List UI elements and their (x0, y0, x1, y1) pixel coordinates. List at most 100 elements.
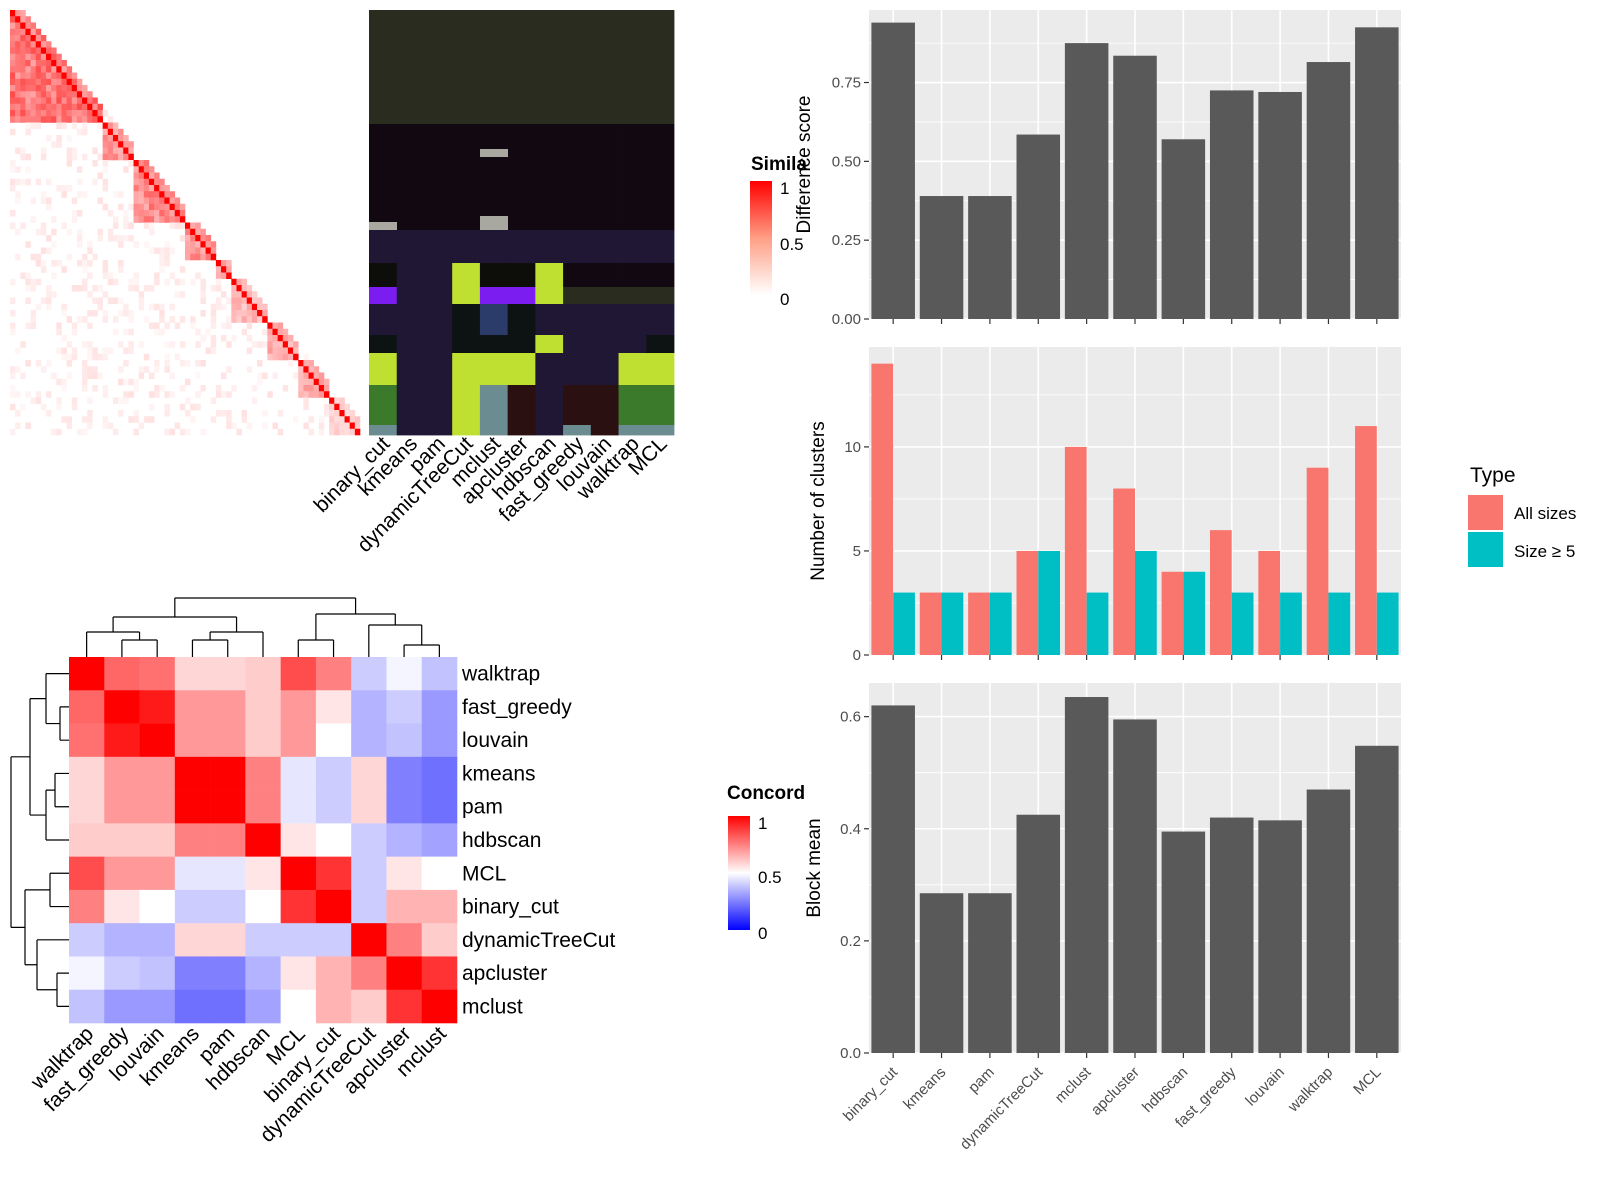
similarity-cell (25, 241, 31, 248)
membership-cell (424, 425, 453, 436)
similarity-cell (20, 85, 26, 92)
similarity-cell (97, 372, 103, 380)
membership-cell (618, 263, 647, 288)
bar (1016, 550, 1039, 655)
similarity-cell (138, 191, 145, 198)
bar (1231, 592, 1254, 655)
similarity-cell (133, 166, 139, 173)
similarity-cell (56, 53, 62, 61)
similarity-cell (51, 272, 57, 280)
similarity-cell (210, 241, 217, 248)
similarity-cell (20, 35, 26, 42)
similarity-cell (25, 285, 31, 292)
similarity-cell (20, 10, 26, 17)
similarity-cell (159, 316, 165, 323)
block-mean-chart: 0.0 0.2 0.4 0.6 Block mean binary_cut kmeans pa… (804, 683, 1401, 1153)
similarity-cell (35, 122, 42, 130)
membership-cell (424, 353, 453, 386)
y-tick-label: 10 (844, 439, 861, 456)
similarity-cell (40, 260, 47, 267)
similarity-cell (226, 410, 232, 417)
similarity-cell (190, 322, 196, 330)
similarity-cell (205, 328, 212, 336)
similarity-cell (128, 203, 134, 211)
similarity-cell (174, 216, 181, 223)
membership-cell (424, 287, 453, 305)
similarity-legend-bar (750, 181, 772, 295)
y-tick-label: 0.4 (840, 821, 861, 838)
similarity-cell (66, 103, 73, 111)
similarity-cell (200, 310, 206, 317)
similarity-cell (148, 416, 155, 423)
similarity-cell (40, 66, 47, 73)
similarity-cell (20, 91, 26, 98)
bar (968, 196, 1012, 319)
similarity-cell (143, 185, 150, 192)
similarity-cell (133, 197, 139, 205)
similarity-cell (164, 428, 170, 436)
dendrogram-branch (45, 673, 69, 725)
similarity-cell (92, 297, 98, 305)
dendrogram-branch (10, 756, 30, 928)
similarity-cell (143, 241, 150, 248)
similarity-cell (66, 416, 73, 423)
similarity-cell (25, 78, 31, 86)
similarity-cell (169, 210, 176, 217)
similarity-cell (169, 272, 176, 280)
similarity-cell (15, 41, 21, 48)
similarity-cell (154, 328, 160, 336)
membership-cell (646, 124, 675, 231)
similarity-cell (200, 285, 206, 292)
similarity-cell (15, 191, 21, 198)
similarity-cell (215, 391, 222, 398)
concordance-cell (280, 823, 317, 857)
similarity-cell (107, 153, 114, 161)
concordance-cell (174, 756, 211, 791)
similarity-cell (339, 428, 345, 436)
similarity-cell (123, 216, 129, 223)
concordance-cell (280, 690, 317, 724)
similarity-cell (226, 297, 232, 305)
similarity-cell (179, 360, 186, 367)
similarity-heatmap (10, 10, 361, 436)
membership-cell (507, 425, 536, 436)
similarity-cell (15, 78, 21, 86)
similarity-cell (51, 103, 57, 111)
similarity-cell (10, 47, 16, 55)
similarity-cell (51, 85, 57, 92)
similarity-cell (56, 122, 62, 130)
similarity-cell (123, 328, 129, 336)
x-tick-label: MCL (1350, 1064, 1384, 1098)
similarity-cell (128, 310, 134, 317)
concordance-cell (351, 756, 387, 791)
similarity-legend-title: Simila (751, 154, 807, 175)
membership-cell (590, 124, 619, 231)
similarity-cell (25, 41, 31, 48)
similarity-cell (159, 328, 165, 336)
similarity-cell (148, 216, 155, 223)
similarity-cell (179, 341, 186, 348)
similarity-cell (102, 153, 109, 161)
similarity-cell (56, 428, 62, 436)
similarity-cell (82, 385, 88, 392)
similarity-cell (349, 410, 356, 417)
similarity-cell (10, 35, 16, 42)
similarity-cell (46, 78, 52, 86)
dendrogram-branch (112, 616, 238, 632)
similarity-cell (118, 128, 124, 136)
similarity-cell (246, 347, 253, 355)
concordance-cell (421, 790, 458, 824)
similarity-cell (35, 116, 42, 123)
membership-cell (535, 230, 564, 264)
similarity-cell (107, 210, 114, 217)
y-tick-label: 0.2 (840, 933, 861, 950)
similarity-cell (118, 260, 124, 267)
similarity-cell (318, 391, 325, 398)
similarity-cell (148, 197, 155, 205)
similarity-cell (102, 272, 109, 280)
similarity-cell (10, 328, 16, 336)
similarity-cell (195, 328, 201, 336)
similarity-cell (30, 28, 37, 36)
similarity-cell (20, 222, 26, 230)
membership-cell (479, 263, 509, 288)
